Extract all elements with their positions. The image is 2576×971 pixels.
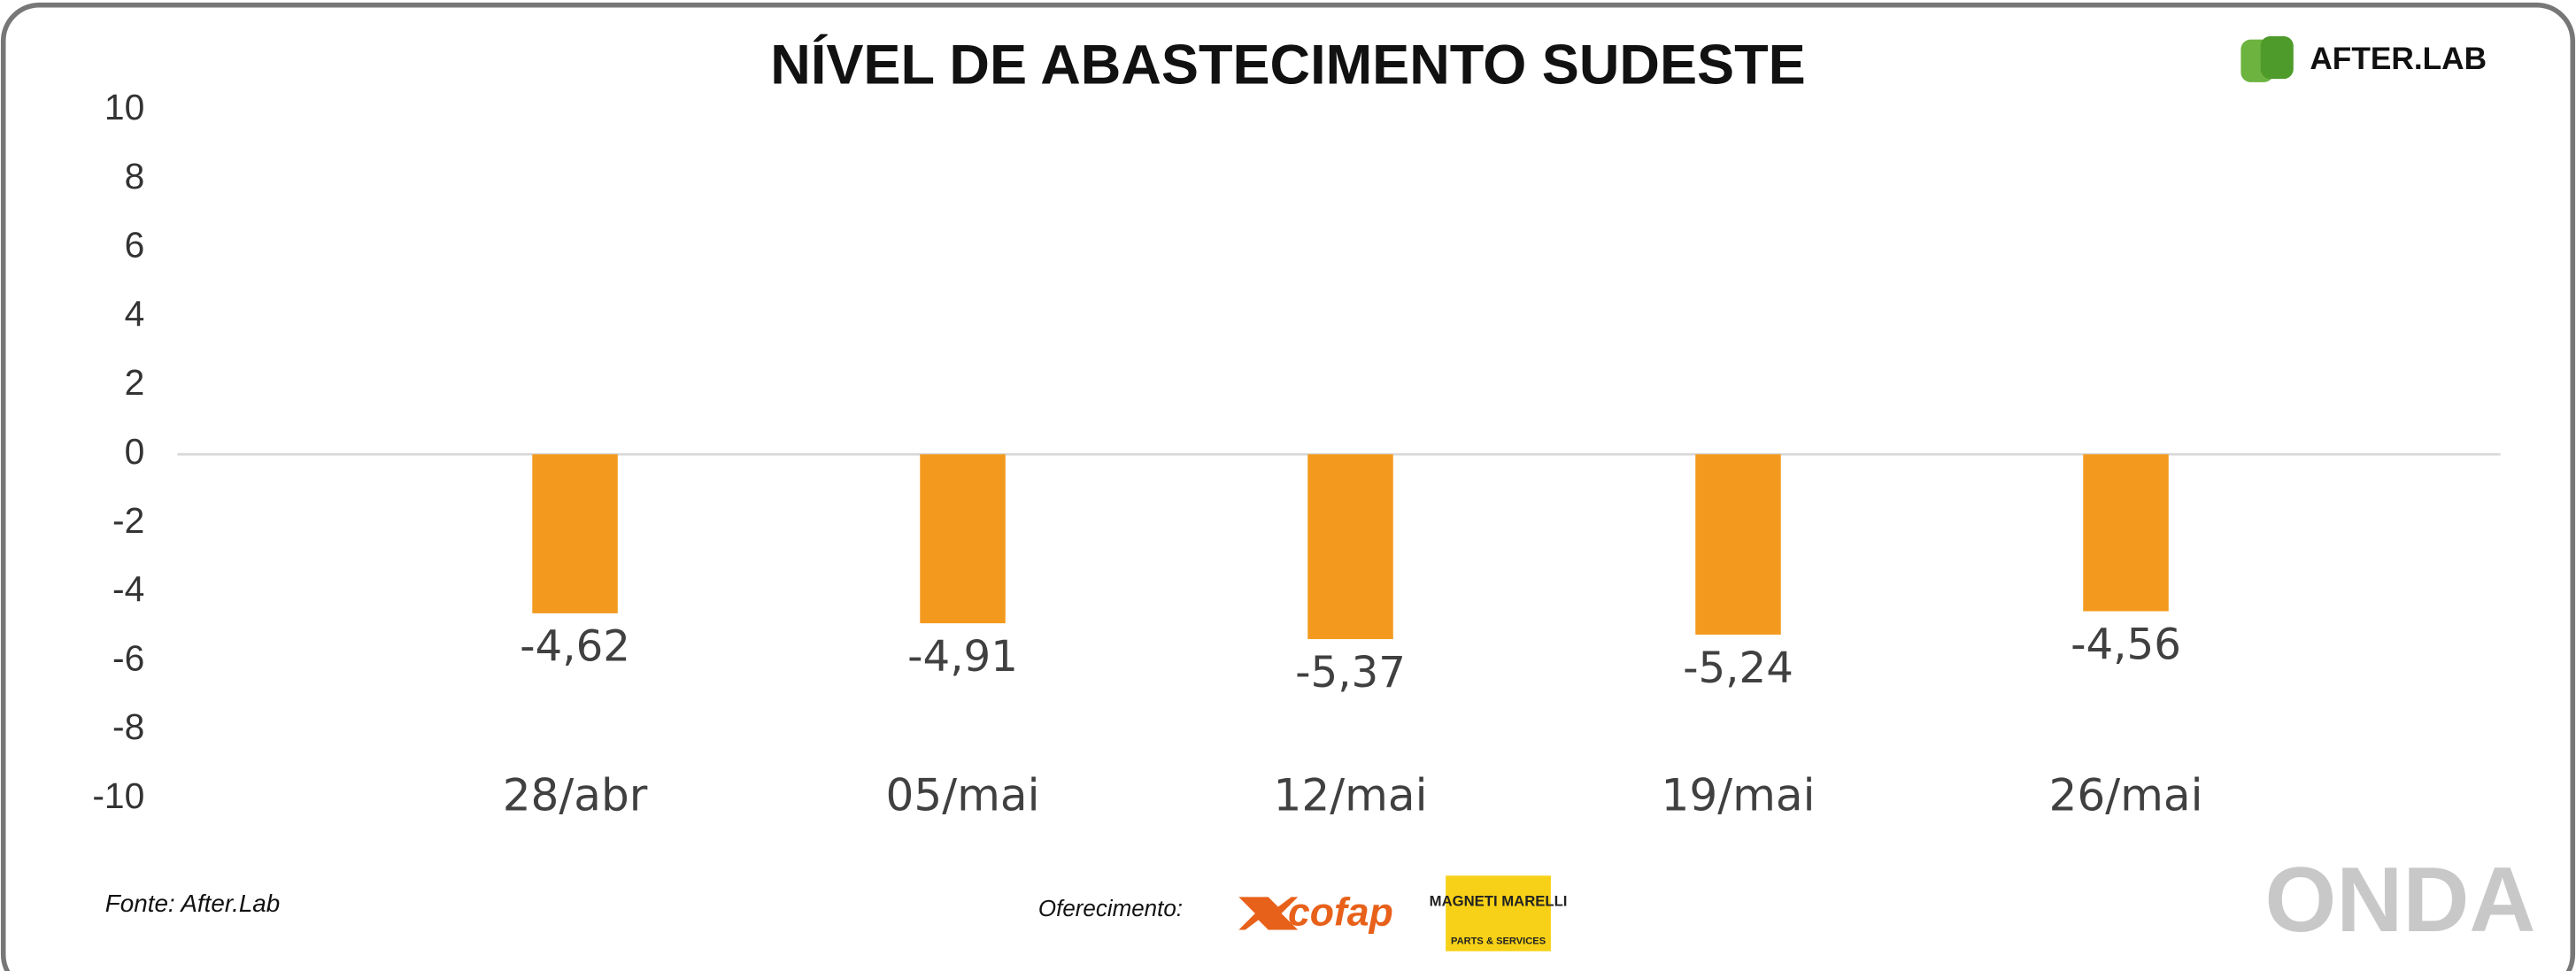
bar (1307, 454, 1393, 640)
value-label: -5,37 (1295, 648, 1406, 697)
logo-text: cofap (1288, 891, 1393, 935)
x-tick-label: 26/mai (2048, 769, 2202, 821)
magneti-logo: MAGNETI MARELLI PARTS & SERVICES (1430, 875, 1568, 952)
source: Fonte: After.Lab (105, 890, 281, 917)
x-tick-label: 28/abr (503, 769, 648, 821)
value-label: -4,91 (907, 632, 1018, 682)
y-tick-label: 4 (125, 293, 145, 334)
logo-box (1446, 875, 1551, 952)
x-tick-label: 19/mai (1661, 769, 1815, 821)
y-tick-label: -10 (92, 775, 144, 816)
value-label: -5,24 (1683, 643, 1793, 693)
onda-logo: ONDA (2264, 849, 2535, 952)
y-tick-label: 0 (125, 431, 145, 472)
cofap-logo: cofap (1238, 891, 1393, 935)
logo-shape (2260, 35, 2294, 80)
logo-subtext: PARTS & SERVICES (1451, 936, 1546, 946)
y-tick-label: -8 (112, 706, 144, 747)
sponsor-label: Oferecimento: (1038, 895, 1183, 921)
y-tick-label: 8 (125, 156, 145, 197)
bar (920, 454, 1006, 624)
y-tick-label: -2 (112, 500, 144, 541)
value-label: -4,62 (520, 622, 630, 672)
x-tick-label: 05/mai (886, 769, 1040, 821)
y-tick-label: 6 (125, 225, 145, 266)
y-tick-label: 10 (104, 87, 144, 127)
y-tick-label: 2 (125, 362, 145, 403)
value-label: -4,56 (2071, 620, 2181, 669)
bar (532, 454, 618, 613)
logo-text: AFTER.LAB (2310, 42, 2487, 76)
bar (2083, 454, 2169, 612)
x-tick-label: 12/mai (1273, 769, 1427, 821)
y-tick-label: -6 (112, 637, 144, 678)
bar (1695, 454, 1781, 635)
chart-title: NÍVEL DE ABASTECIMENTO SUDESTE (770, 35, 1805, 96)
afterlab-logo: AFTER.LAB (2241, 35, 2487, 82)
logo-shape (1238, 897, 1299, 930)
y-tick-label: -4 (112, 569, 144, 610)
logo-text: MAGNETI MARELLI (1430, 892, 1568, 909)
